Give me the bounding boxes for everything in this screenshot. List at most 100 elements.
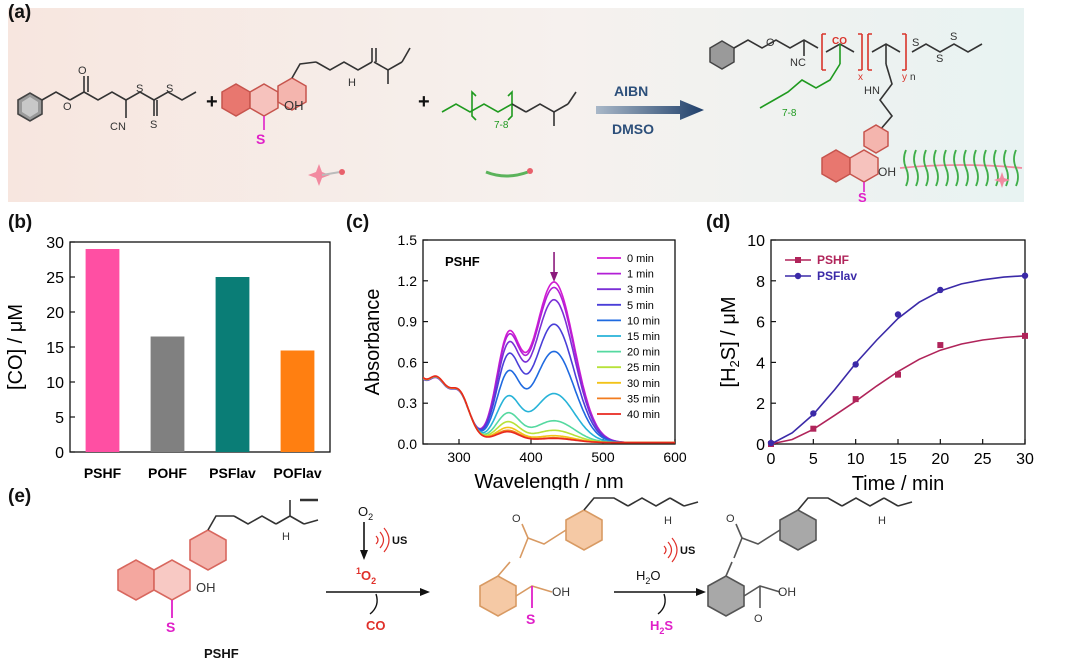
- raft-cn-label: CN: [110, 121, 126, 133]
- us-label-1: US: [392, 535, 407, 547]
- data-point-pshf: [895, 371, 901, 378]
- y-tick-label: 8: [756, 274, 765, 291]
- y-axis-label: [H2S] / μM: [718, 297, 742, 388]
- y-tick-label: 0.9: [398, 314, 418, 330]
- intermediate-o-label: O: [512, 513, 521, 525]
- h2s-label: H2S: [650, 618, 673, 636]
- flavonol-monomer-structure: [221, 47, 411, 130]
- data-point-psflav: [852, 361, 859, 368]
- x-tick-label: 300: [447, 449, 471, 465]
- fit-line-psflav: [770, 274, 1026, 445]
- x-tick-label: 400: [519, 449, 543, 465]
- h2s-release-arrow-icon: [657, 593, 666, 615]
- y-tick-label: 1.2: [398, 273, 418, 289]
- flavonol-monomer-cartoon-icon: [308, 164, 345, 186]
- data-point-pshf: [852, 396, 859, 403]
- step2-arrow-head-icon: [696, 588, 706, 596]
- y-tick-label: 10: [747, 233, 765, 250]
- product-s1-label: S: [912, 37, 919, 49]
- legend-label: 1 min: [627, 269, 654, 281]
- step1-arrow-head-icon: [420, 588, 430, 596]
- flavonol-oh-label: OH: [284, 98, 304, 113]
- ultrasound-waves-icon-2: [663, 537, 678, 563]
- scheme-e: OH S PSHF H O2 US 1O2 CO O OH S H US H2O…: [117, 497, 913, 661]
- x-axis-label: Time / min: [852, 473, 945, 490]
- product-co-label: CO: [832, 36, 847, 47]
- product-s3-label: S: [950, 31, 957, 43]
- polymer-brush-cartoon-icon: [899, 149, 1023, 188]
- peg-repeat-label: 7-8: [494, 120, 509, 131]
- data-point-pshf: [1022, 332, 1028, 339]
- o2-label: O2: [358, 504, 373, 522]
- panel-label-d: (d): [706, 212, 731, 233]
- y-tick-label: 0.3: [398, 395, 418, 411]
- depside-intermediate-structure: [479, 497, 699, 617]
- decay-arrow-head-icon: [550, 272, 559, 282]
- pshf-name-label: PSHF: [204, 646, 239, 661]
- legend-label: 35 min: [627, 393, 660, 405]
- y-axis-label-sub: 2: [727, 360, 742, 367]
- flavonol-nh-label: H: [348, 77, 356, 89]
- co-release-arrow-icon: [369, 593, 378, 615]
- x-tick-label: 500: [591, 449, 615, 465]
- y-tick-label: 30: [46, 235, 64, 252]
- us-label-2: US: [680, 545, 695, 557]
- product-e-oh-label: OH: [778, 585, 796, 599]
- y-tick-label: 10: [46, 375, 64, 392]
- raft-o2-label: O: [63, 101, 72, 113]
- y-tick-label: 0.0: [398, 436, 418, 452]
- panel-label-c: (c): [346, 212, 370, 233]
- x-tick-label: 20: [931, 451, 949, 468]
- y-tick-label: 4: [756, 355, 765, 372]
- y-tick-label: 0.6: [398, 354, 418, 370]
- plot-frame: [770, 239, 1026, 445]
- product-peg-label: 7-8: [782, 108, 797, 119]
- product-oh-label: OH: [878, 165, 896, 179]
- y-axis-label-part: S] / μM: [718, 297, 740, 361]
- pshf-oh-label: OH: [196, 580, 216, 595]
- peg-monomer-structure: [441, 90, 577, 126]
- co-label: CO: [366, 618, 386, 633]
- intermediate-s-label: S: [526, 611, 535, 627]
- peg-monomer-cartoon-icon: [485, 170, 529, 178]
- product-e-o2-label: O: [754, 613, 763, 625]
- product-y-label: y: [902, 72, 907, 83]
- y-tick-label: 2: [756, 396, 765, 413]
- intermediate-nh-label: H: [664, 515, 672, 527]
- x-tick-label: 25: [974, 451, 992, 468]
- plus-sign-1: +: [206, 91, 218, 113]
- panel-label-a: (a): [8, 2, 32, 23]
- data-point-psflav: [767, 439, 775, 447]
- product-s-label: S: [858, 190, 867, 205]
- x-tick-label: 5: [809, 451, 818, 468]
- legend-label: 5 min: [627, 300, 654, 312]
- x-tick-label: POHF: [148, 465, 187, 481]
- salicylate-product-structure: [707, 497, 913, 617]
- x-tick-label: 10: [847, 451, 865, 468]
- product-e-o-label: O: [726, 513, 735, 525]
- bar-psflav: [215, 277, 250, 452]
- product-e-nh-label: H: [878, 515, 886, 527]
- panel-label-e: (e): [8, 486, 32, 507]
- uv-vis-spectra-chart: 0.0 0.3 0.6 0.9 1.2 1.5 300 400 500 600 Wavelength…: [362, 232, 687, 490]
- singlet-oxygen-label: 1O2: [356, 566, 376, 586]
- intermediate-oh-label: OH: [552, 585, 570, 599]
- raft-s1-label: S: [136, 83, 143, 95]
- y-tick-label: 0: [55, 445, 64, 462]
- legend-label: PSHF: [817, 253, 849, 267]
- y-tick-label: 20: [46, 305, 64, 322]
- bar-poflav: [280, 350, 315, 452]
- pshf-s-label: S: [166, 619, 175, 635]
- panel-label-b: (b): [8, 212, 33, 233]
- scheme-a: O O CN S S S + S OH H + 7-8: [8, 8, 1024, 205]
- x-axis-label: Wavelength / nm: [474, 471, 623, 490]
- y-tick-label: 6: [756, 315, 765, 332]
- y-tick-label: 25: [46, 270, 64, 287]
- h2o-label: H2O: [636, 568, 661, 586]
- legend-label: 25 min: [627, 362, 660, 374]
- product-hn-label: HN: [864, 85, 880, 97]
- legend-label: 10 min: [627, 315, 660, 327]
- y-tick-label: 0: [756, 437, 765, 454]
- y-axis-label: [CO] / μM: [5, 304, 27, 390]
- peg-monomer-cartoon-end: [527, 168, 533, 174]
